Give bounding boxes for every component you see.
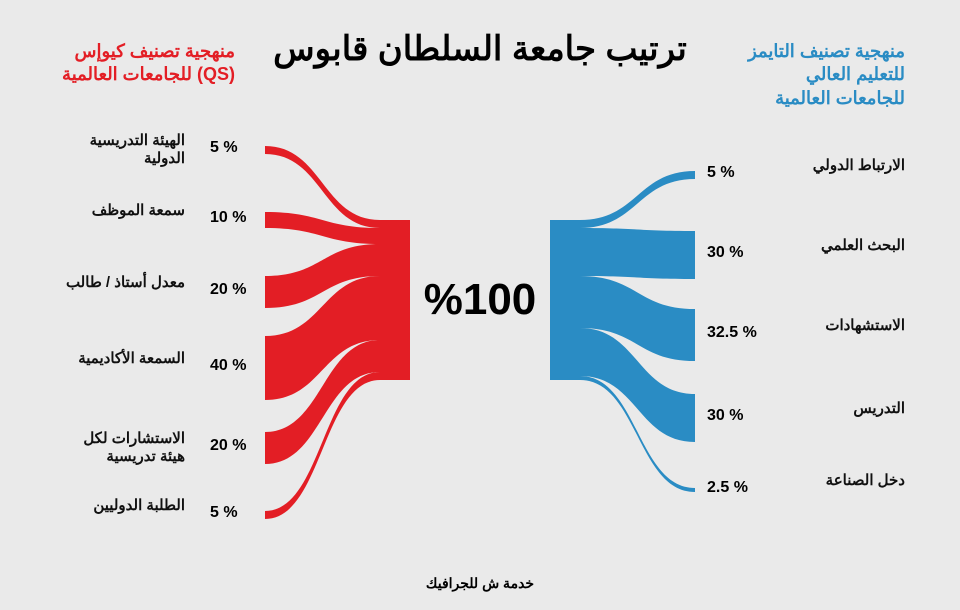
right-label-0: الارتباط الدولي (775, 157, 905, 175)
left-flow-1 (265, 212, 380, 244)
center-100-label: %100 (424, 275, 537, 325)
right-pct-1: % 30 (707, 244, 743, 262)
right-pct-3: % 30 (707, 407, 743, 425)
left-pct-2: % 20 (210, 281, 246, 299)
right-label-2: الاستشهادات (775, 317, 905, 335)
right-pct-4: % 2.5 (707, 479, 748, 497)
right-label-3: التدريس (775, 400, 905, 418)
left-trunk (380, 220, 410, 380)
right-label-1: البحث العلمي (775, 237, 905, 255)
right-label-4: دخل الصناعة (775, 472, 905, 490)
left-pct-3: % 40 (210, 357, 246, 375)
left-label-2: معدل أستاذ / طالب (55, 274, 185, 292)
right-pct-2: % 32.5 (707, 324, 757, 342)
footer-credit: خدمة ش للجرافيك (426, 575, 534, 592)
left-pct-1: % 10 (210, 209, 246, 227)
right-flow-1 (580, 228, 695, 279)
left-label-1: سمعة الموظف (55, 202, 185, 220)
left-label-5: الطلبة الدوليين (55, 497, 185, 515)
left-label-4: الاستشارات لكل هيئة تدريسية (55, 430, 185, 466)
left-pct-0: % 5 (210, 139, 238, 157)
left-label-3: السمعة الأكاديمية (55, 350, 185, 368)
right-flow-0 (580, 171, 695, 228)
right-trunk (550, 220, 580, 380)
right-pct-0: % 5 (707, 164, 735, 182)
left-pct-4: % 20 (210, 437, 246, 455)
left-pct-5: % 5 (210, 504, 238, 522)
left-label-0: الهيئة التدريسية الدولية (55, 132, 185, 168)
